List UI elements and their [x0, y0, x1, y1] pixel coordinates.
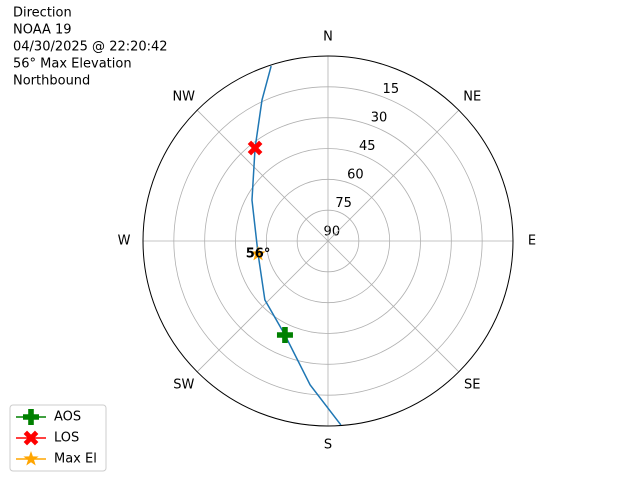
title-line: Northbound [13, 74, 90, 89]
legend-label: AOS [54, 410, 81, 425]
theta-tick-label: SW [173, 378, 194, 393]
legend-box [9, 404, 107, 472]
grid-spoke [327, 109, 460, 242]
r-tick-label: 75 [335, 196, 352, 211]
marker [250, 245, 266, 261]
grid-spoke [196, 240, 329, 373]
r-tick-label: 15 [383, 82, 400, 97]
grid-spoke [327, 240, 460, 373]
legend-marker [23, 451, 39, 466]
title-line: NOAA 19 [13, 23, 72, 38]
theta-tick-label: NW [172, 89, 195, 104]
grid-spoke [196, 109, 329, 242]
theta-tick-label: S [324, 438, 332, 453]
marker [276, 327, 293, 344]
title-line: 04/30/2025 @ 22:20:42 [13, 40, 168, 55]
legend-label: Max El [54, 452, 97, 467]
title-line: 56° Max Elevation [13, 57, 132, 72]
annotation: 56° [246, 246, 271, 261]
outer-frame [142, 55, 514, 427]
legend-marker [23, 430, 39, 446]
r-tick-label: 45 [359, 139, 376, 154]
marker [247, 140, 263, 156]
title-line: Direction [13, 6, 72, 21]
theta-tick-label: NE [463, 89, 481, 104]
legend-marker [23, 409, 39, 425]
r-tick-label: 30 [371, 110, 388, 125]
theta-tick-label: SE [464, 378, 480, 393]
theta-tick-label: N [323, 30, 333, 45]
r-tick-label: 60 [347, 167, 364, 182]
theta-tick-label: E [528, 234, 536, 249]
theta-tick-label: W [118, 234, 131, 249]
legend-label: LOS [54, 431, 79, 446]
legend: AOS LOS Max El [9, 404, 107, 472]
